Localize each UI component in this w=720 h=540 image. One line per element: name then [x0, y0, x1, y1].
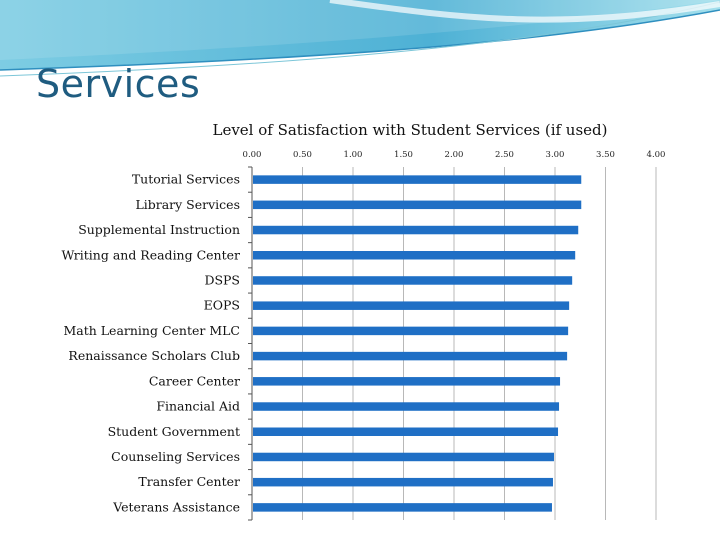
chart-title: Level of Satisfaction with Student Servi…	[212, 121, 608, 139]
bar	[253, 477, 553, 487]
category-label: Library Services	[135, 197, 240, 212]
bar	[253, 427, 559, 436]
bar	[253, 276, 573, 285]
bar	[253, 200, 582, 210]
bar	[253, 351, 568, 361]
bar	[253, 402, 560, 411]
x-tick-label: 1.50	[394, 150, 413, 160]
bar	[253, 503, 552, 512]
category-label: Student Government	[108, 424, 240, 439]
category-label: Supplemental Instruction	[78, 222, 240, 237]
category-label: Financial Aid	[156, 399, 240, 414]
bar	[253, 326, 569, 336]
x-tick-label: 4.00	[647, 150, 666, 160]
category-label: Transfer Center	[138, 474, 240, 489]
header-banner-decoration	[0, 0, 720, 77]
x-tick-label: 0.00	[243, 150, 262, 160]
bar	[253, 251, 576, 260]
category-label: EOPS	[204, 298, 240, 313]
category-label: Renaissance Scholars Club	[68, 348, 240, 363]
x-tick-label: 2.00	[445, 150, 464, 160]
x-tick-label: 3.00	[546, 150, 565, 160]
x-tick-label: 0.50	[293, 150, 312, 160]
category-label: Writing and Reading Center	[62, 247, 241, 262]
category-label: Career Center	[149, 373, 240, 388]
category-label: Math Learning Center MLC	[63, 323, 240, 338]
bar	[253, 377, 561, 386]
bar	[253, 225, 579, 235]
category-label: Counseling Services	[111, 449, 240, 464]
category-label: DSPS	[204, 272, 240, 287]
slide-title: Services	[36, 62, 201, 106]
x-tick-label: 2.50	[495, 150, 514, 160]
category-label: Tutorial Services	[132, 172, 240, 187]
x-tick-label: 3.50	[596, 150, 615, 160]
bar	[253, 452, 554, 462]
category-label: Veterans Assistance	[112, 499, 240, 514]
x-tick-label: 1.00	[344, 150, 363, 160]
bar	[253, 175, 582, 184]
bar	[253, 301, 570, 310]
